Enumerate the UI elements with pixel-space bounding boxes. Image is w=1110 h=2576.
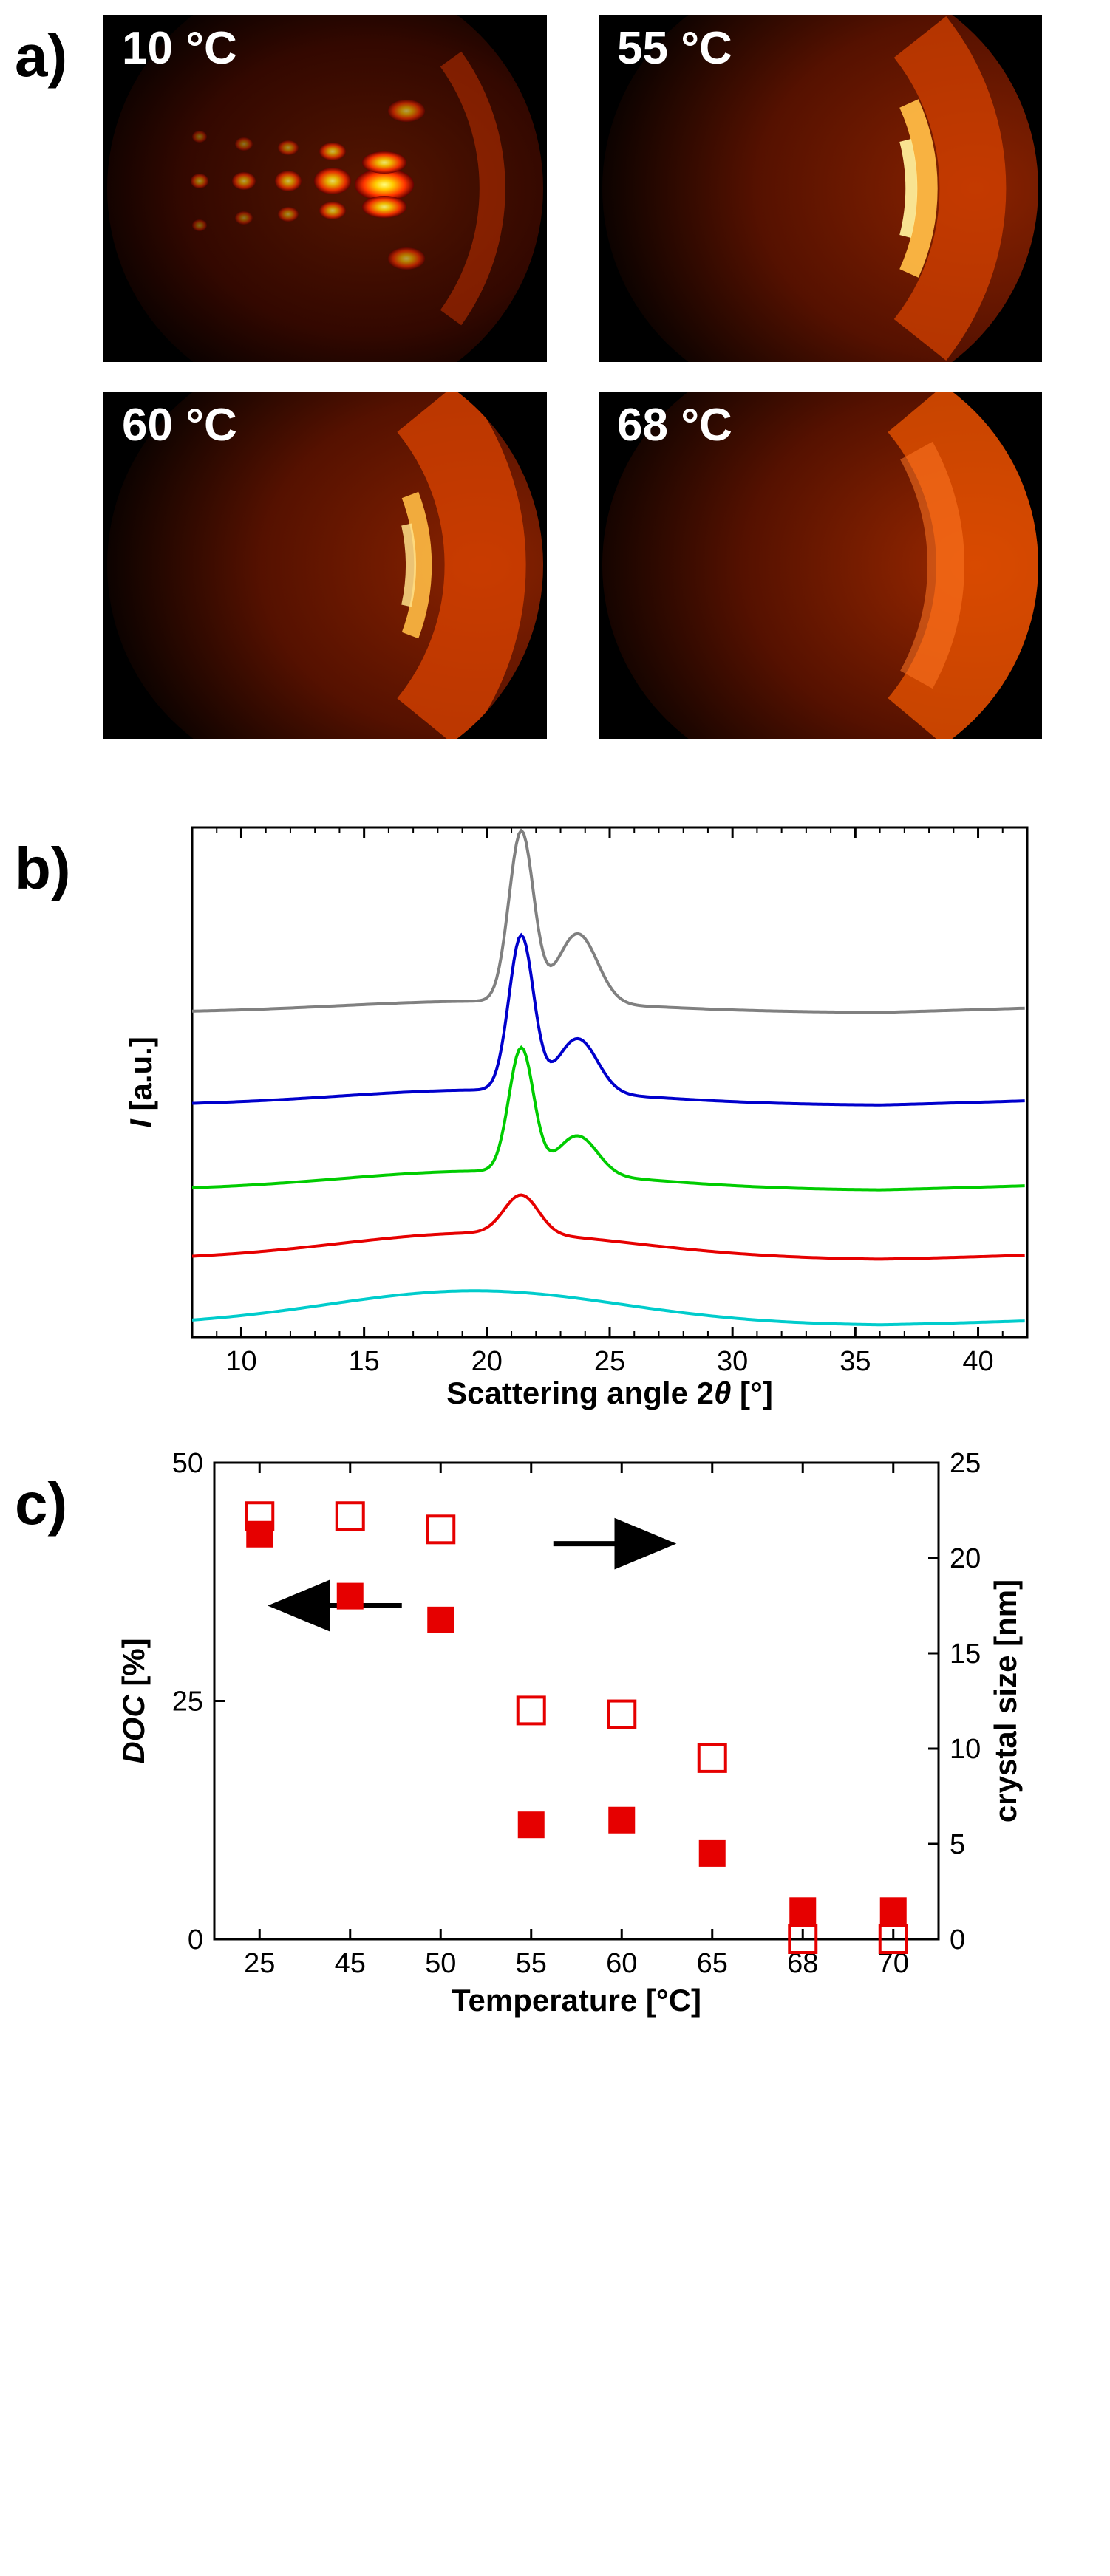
svg-text:15: 15 [950, 1639, 981, 1670]
panel-a-label: a) [15, 23, 67, 89]
svg-text:crystal size [nm]: crystal size [nm] [988, 1579, 1023, 1822]
svg-text:DOC [%]: DOC [%] [116, 1638, 151, 1763]
svg-text:25: 25 [950, 1448, 981, 1479]
waxs-temp-60: 60 °C [122, 399, 237, 451]
waxs-temp-10: 10 °C [122, 22, 237, 75]
svg-text:35: 35 [840, 1346, 871, 1377]
svg-text:60: 60 [606, 1948, 637, 1979]
svg-text:25: 25 [172, 1687, 203, 1718]
panel-b: b) 10 15 20 25 30 35 40 Scattering angle 2θ [°]… [15, 813, 1095, 1418]
svg-text:10: 10 [950, 1734, 981, 1765]
svg-text:Temperature [°C]: Temperature [°C] [452, 1983, 701, 2018]
waxs-55c: 55 °C [599, 15, 1042, 362]
panel-c-label: c) [15, 1471, 67, 1537]
svg-text:Scattering angle 2θ [°]: Scattering angle 2θ [°] [446, 1376, 773, 1410]
waxs-68c: 68 °C [599, 392, 1042, 739]
svg-text:50: 50 [425, 1948, 456, 1979]
svg-text:I [a.u.]: I [a.u.] [123, 1036, 158, 1128]
svg-text:20: 20 [950, 1543, 981, 1574]
waxs-60c: 60 °C [103, 392, 547, 739]
svg-text:50: 50 [172, 1448, 203, 1479]
svg-text:55: 55 [516, 1948, 547, 1979]
svg-text:25: 25 [594, 1346, 625, 1377]
svg-text:15: 15 [349, 1346, 380, 1377]
svg-text:0: 0 [188, 1924, 203, 1955]
svg-text:5: 5 [950, 1829, 965, 1860]
svg-text:20: 20 [471, 1346, 503, 1377]
svg-text:45: 45 [335, 1948, 366, 1979]
waxs-10c: 10 °C [103, 15, 547, 362]
svg-text:65: 65 [697, 1948, 728, 1979]
doc-crystal-chart: 2545505560656870025500510152025Temperatu… [103, 1448, 1049, 2024]
panel-c: c) 2545505560656870025500510152025Temper… [15, 1448, 1095, 2024]
svg-text:0: 0 [950, 1924, 965, 1955]
panel-b-label: b) [15, 836, 71, 901]
svg-text:30: 30 [717, 1346, 748, 1377]
svg-text:10: 10 [225, 1346, 256, 1377]
waxs-grid: 10 °C [103, 15, 1042, 739]
waxs-temp-68: 68 °C [617, 399, 732, 451]
svg-text:25: 25 [244, 1948, 275, 1979]
waxs-temp-55: 55 °C [617, 22, 732, 75]
svg-text:40: 40 [962, 1346, 993, 1377]
xrd-chart: 10 15 20 25 30 35 40 Scattering angle 2θ [°] I [… [103, 813, 1049, 1418]
panel-a: a) [15, 15, 1095, 739]
